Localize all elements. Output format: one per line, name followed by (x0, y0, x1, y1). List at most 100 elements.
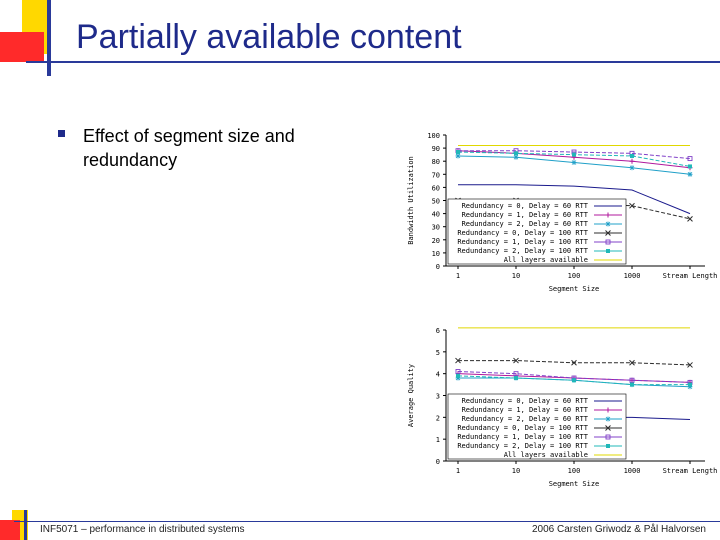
marker-square-filled (456, 373, 460, 378)
legend-entry: All layers available (504, 256, 588, 264)
y-tick-label: 5 (436, 349, 440, 357)
y-tick-label: 60 (432, 184, 440, 192)
legend-entry: Redundancy = 2, Delay = 100 RTT (457, 247, 588, 255)
marker-square-open (605, 434, 611, 440)
marker-square-open (629, 377, 635, 383)
marker-x (687, 215, 693, 222)
y-tick-label: 40 (432, 211, 440, 219)
y-tick-label: 1 (436, 436, 440, 444)
marker-square-filled (572, 378, 576, 383)
deco-footer-line (14, 521, 720, 522)
average-quality-chart: 0 1 2 3 4 5 6 1 10 100 1000 Stream Length Segment Si… (407, 327, 718, 488)
marker-plus (605, 407, 611, 413)
marker-square-filled (688, 382, 692, 387)
footer-course: INF5071 – performance in distributed sys… (40, 524, 245, 535)
marker-star (455, 153, 461, 159)
marker-square-open (605, 239, 611, 245)
x-tick-label: 100 (568, 467, 581, 475)
marker-x (687, 362, 693, 368)
deco-title-underline (26, 61, 720, 63)
footer-authors: 2006 Carsten Griwodz & Pål Halvorsen (532, 524, 706, 535)
legend-box (447, 393, 627, 460)
marker-square-filled (514, 376, 518, 381)
slide-title: Partially available content (76, 18, 462, 56)
legend-entry: All layers available (504, 451, 588, 459)
x-tick-label: Stream Length (663, 272, 718, 280)
legend-entry: Redundancy = 0, Delay = 60 RTT (462, 202, 589, 210)
x-axis-label: Segment Size (549, 285, 600, 293)
marker-x (629, 202, 635, 209)
y-tick-label: 0 (436, 458, 440, 466)
legend-entry: Redundancy = 1, Delay = 60 RTT (462, 406, 589, 414)
marker-x (605, 230, 611, 236)
y-tick-label: 2 (436, 414, 440, 422)
y-tick-label: 80 (432, 158, 440, 166)
marker-square-filled (630, 153, 634, 158)
marker-plus (629, 158, 635, 164)
legend-entry: Redundancy = 0, Delay = 60 RTT (462, 397, 589, 405)
legend-entry: Redundancy = 2, Delay = 60 RTT (462, 220, 589, 228)
marker-square-filled (630, 382, 634, 387)
marker-square-filled (514, 151, 518, 156)
deco-footer-blue-bar (24, 510, 27, 540)
x-tick-label: 100 (568, 272, 581, 280)
x-tick-label: 10 (512, 272, 520, 280)
marker-star (605, 416, 611, 422)
y-tick-label: 3 (436, 393, 440, 401)
deco-blue-vertical-bar (47, 0, 51, 76)
legend-entry: Redundancy = 0, Delay = 100 RTT (457, 229, 588, 237)
marker-square-filled (606, 249, 610, 253)
x-tick-label: 1000 (624, 467, 641, 475)
marker-star (687, 384, 693, 390)
marker-x (455, 357, 461, 364)
y-axis-label: Bandwidth Utilization (407, 156, 415, 245)
marker-x (571, 359, 577, 366)
marker-x (605, 425, 611, 431)
bullet-square-icon (58, 130, 65, 137)
series-line (457, 370, 691, 383)
bullet-text: Effect of segment size and redundancy (83, 126, 295, 170)
marker-x (513, 357, 519, 364)
y-axis-label: Average Quality (407, 364, 415, 427)
y-tick-label: 0 (436, 263, 440, 271)
y-tick-label: 6 (436, 327, 440, 335)
y-tick-label: 30 (432, 224, 440, 232)
legend-entry: Redundancy = 1, Delay = 100 RTT (457, 433, 588, 441)
marker-star (687, 171, 693, 177)
marker-square-filled (606, 444, 610, 448)
marker-square-filled (456, 150, 460, 155)
y-tick-label: 90 (432, 145, 440, 153)
x-tick-label: 1000 (624, 272, 641, 280)
marker-square-open (455, 369, 461, 374)
marker-star (571, 160, 577, 166)
marker-square-filled (688, 164, 692, 169)
y-tick-label: 50 (432, 198, 440, 206)
marker-star (513, 154, 519, 160)
marker-star (455, 375, 461, 381)
deco-red-square (0, 32, 44, 62)
y-tick-label: 20 (432, 237, 440, 245)
y-tick-label: 4 (436, 371, 440, 379)
legend-entry: Redundancy = 1, Delay = 60 RTT (462, 211, 589, 219)
marker-square-open (687, 156, 693, 162)
x-tick-label: Stream Length (663, 467, 718, 475)
y-tick-label: 100 (427, 132, 440, 140)
y-tick-label: 70 (432, 171, 440, 179)
marker-star (605, 221, 611, 227)
legend-entry: Redundancy = 2, Delay = 100 RTT (457, 442, 588, 450)
y-tick-label: 10 (432, 250, 440, 258)
legend-entry: Redundancy = 0, Delay = 100 RTT (457, 424, 588, 432)
legend-entry: Redundancy = 2, Delay = 60 RTT (462, 415, 589, 423)
marker-square-open (513, 371, 519, 377)
x-tick-label: 1 (456, 467, 460, 475)
deco-footer-red-square (0, 520, 20, 540)
legend-box (447, 198, 627, 265)
x-tick-label: 10 (512, 467, 520, 475)
series-line (458, 184, 691, 215)
marker-square-filled (572, 152, 576, 157)
legend-entry: Redundancy = 1, Delay = 100 RTT (457, 238, 588, 246)
marker-plus (605, 212, 611, 218)
marker-star (629, 165, 635, 171)
x-tick-label: 1 (456, 272, 460, 280)
